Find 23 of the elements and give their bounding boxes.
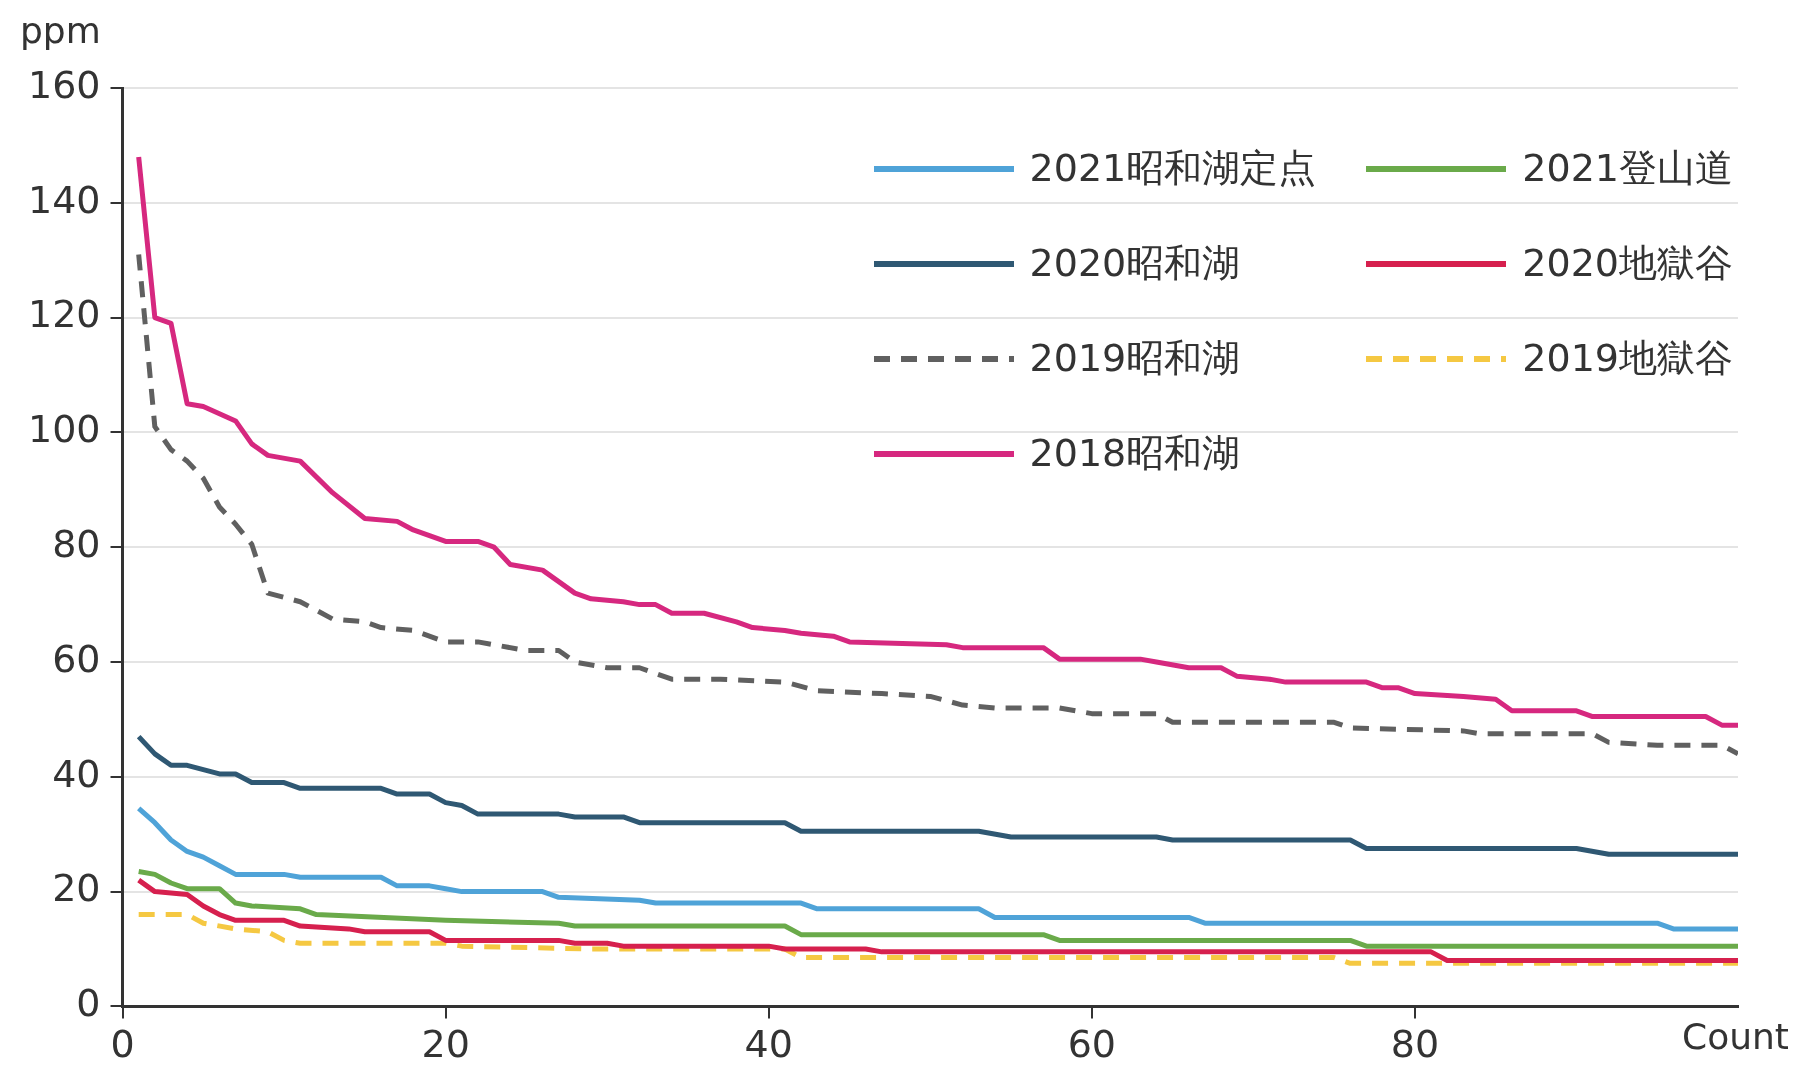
x-axis-title: Count [1682,1016,1789,1058]
y-tick-label: 160 [28,62,101,107]
legend-label: 2019昭和湖 [1029,335,1241,382]
legend-label: 2021昭和湖定点 [1029,145,1317,192]
x-tick-label: 20 [421,1022,470,1067]
legend-label: 2020地獄谷 [1522,240,1733,287]
legend-label: 2019地獄谷 [1522,335,1733,382]
legend-label: 2021登山道 [1522,145,1733,192]
y-tick-label: 140 [28,177,101,222]
x-tick-label: 0 [110,1022,135,1067]
y-tick-label: 120 [28,292,101,337]
y-tick-label: 20 [52,866,101,911]
y-tick-label: 60 [52,636,101,681]
y-axis-title: ppm [20,10,101,52]
legend-label: 2018昭和湖 [1029,430,1241,477]
y-tick-label: 80 [52,522,101,567]
y-tick-label: 0 [76,981,101,1026]
x-tick-label: 60 [1067,1022,1116,1067]
x-tick-label: 40 [744,1022,793,1067]
y-tick-label: 40 [52,751,101,796]
x-tick-label: 80 [1390,1022,1440,1067]
legend-label: 2020昭和湖 [1029,240,1241,287]
y-tick-label: 100 [28,407,101,452]
